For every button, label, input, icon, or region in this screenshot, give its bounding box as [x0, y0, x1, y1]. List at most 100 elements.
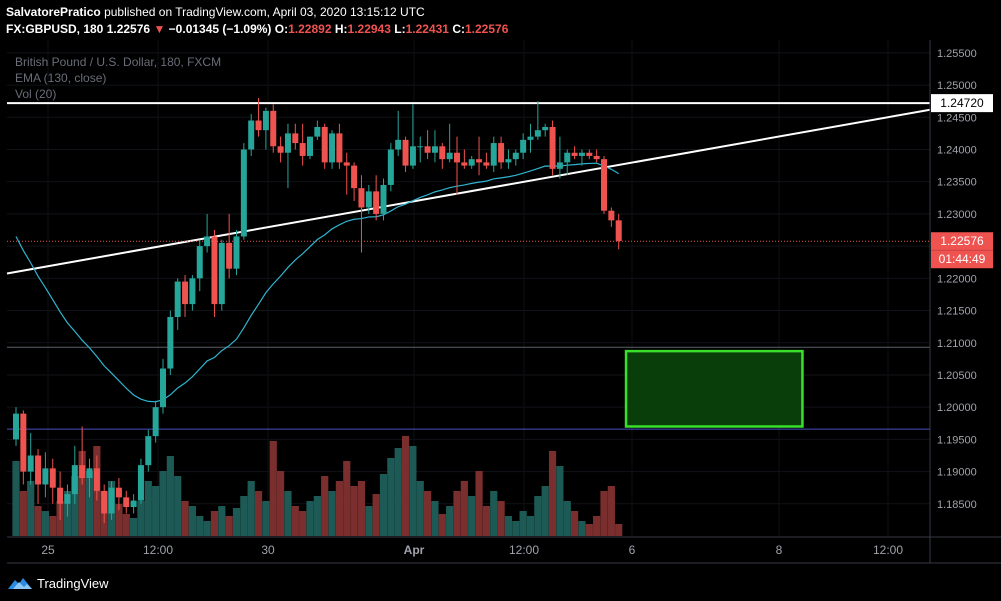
candle-body — [284, 133, 291, 153]
volume-bar — [365, 506, 373, 536]
candle-body — [395, 139, 402, 150]
candle-body — [461, 162, 468, 166]
legend-instrument: British Pound / U.S. Dollar, 180, FXCM — [15, 55, 221, 69]
volume-bar — [534, 496, 542, 536]
candle-body — [365, 191, 372, 208]
volume-bar — [519, 511, 527, 536]
volume-bar — [387, 458, 395, 536]
candle-body — [387, 149, 394, 185]
x-tick-label: 12:00 — [509, 543, 539, 557]
volume-bar — [27, 481, 35, 536]
y-tick-label: 1.19000 — [937, 467, 977, 479]
resistance-price-tag — [931, 94, 993, 113]
candle-body — [446, 152, 453, 160]
candle-body — [505, 159, 512, 163]
candle-body — [343, 162, 350, 166]
volume-bar — [409, 446, 417, 536]
candle-body — [137, 465, 144, 501]
x-tick-label: 12:00 — [143, 543, 173, 557]
volume-bar — [262, 501, 270, 536]
brand-name[interactable]: TradingView — [37, 575, 109, 591]
volume-bar — [526, 516, 535, 536]
zone-rectangle — [624, 349, 804, 428]
y-tick-label: 1.20000 — [937, 402, 977, 414]
x-tick-label: 8 — [776, 543, 783, 557]
volume-bar — [343, 461, 351, 536]
drawn-lines[interactable] — [6, 102, 931, 430]
candle-body — [255, 120, 262, 131]
tradingview-logo-icon[interactable] — [8, 575, 32, 591]
volume-bar — [490, 491, 498, 536]
volume-bar — [563, 501, 571, 536]
open-value: 1.22892 — [288, 22, 332, 36]
candle-body — [549, 126, 556, 169]
candle-body — [79, 465, 86, 479]
chart-header: SalvatorePratico published on TradingVie… — [6, 4, 508, 38]
candle-body — [564, 152, 571, 163]
publish-line: SalvatorePratico published on TradingVie… — [6, 4, 508, 21]
candle-body — [49, 468, 56, 488]
price-labels: 1.24720 1.22576 01:44:49 — [931, 94, 993, 269]
volume-bar — [460, 481, 468, 536]
volume-bar — [401, 436, 410, 536]
volume-bar — [446, 506, 454, 536]
candle-body — [520, 139, 527, 153]
candle-body — [351, 165, 358, 189]
volume-bar — [571, 511, 579, 536]
candle-body — [262, 110, 269, 131]
volume-bar — [34, 506, 42, 536]
volume-bar — [49, 516, 57, 536]
candle-body — [424, 146, 431, 153]
candle-body — [615, 220, 622, 241]
legend-ema: EMA (130, close) — [15, 71, 106, 85]
candle-body — [512, 152, 519, 160]
candle-body — [409, 146, 416, 166]
candle-body — [608, 210, 615, 221]
candle-body — [439, 146, 446, 160]
volume-bar — [424, 491, 432, 536]
high-label: H: — [334, 22, 348, 36]
volume-bar — [453, 491, 461, 536]
volume-bar — [144, 481, 152, 536]
author-name[interactable]: SalvatorePratico — [6, 5, 101, 19]
target-zone[interactable] — [624, 349, 804, 428]
volume-bar — [247, 481, 255, 536]
volume-bar — [41, 511, 49, 536]
y-tick-label: 1.20500 — [937, 370, 977, 382]
volume-bar — [71, 476, 79, 536]
candle-body — [373, 191, 380, 214]
candle-body — [314, 126, 321, 137]
low-label: L: — [394, 22, 406, 36]
volume-bar — [306, 501, 314, 536]
candle-body — [86, 468, 93, 479]
volume-bar — [218, 506, 226, 536]
volume-bar — [321, 476, 329, 536]
candle-body — [556, 162, 563, 169]
y-tick-label: 1.25000 — [937, 80, 977, 92]
volume-bar — [269, 441, 277, 536]
x-tick-label: 25 — [41, 543, 55, 557]
candle-body — [476, 159, 483, 163]
volume-bar — [159, 471, 167, 536]
candle-body — [329, 133, 336, 163]
volume-bar — [615, 524, 623, 536]
candle-body — [182, 281, 189, 305]
volume-bar — [394, 448, 402, 536]
candle-body — [13, 413, 19, 440]
candle-body — [115, 487, 122, 498]
footer: TradingView — [8, 572, 109, 594]
volume-bar — [607, 486, 615, 536]
volume-bar — [225, 516, 233, 536]
candle-body — [601, 159, 607, 211]
candle-body — [534, 130, 541, 137]
candle-body — [20, 413, 27, 472]
y-tick-label: 1.21500 — [937, 306, 977, 318]
last-value: 1.22576 — [106, 22, 151, 36]
volume-bar — [431, 501, 439, 536]
candle-body — [130, 500, 137, 508]
volume-bar — [181, 501, 189, 536]
volume-bar — [504, 516, 513, 536]
y-tick-label: 1.24500 — [937, 112, 977, 124]
volume-bar — [174, 476, 182, 536]
